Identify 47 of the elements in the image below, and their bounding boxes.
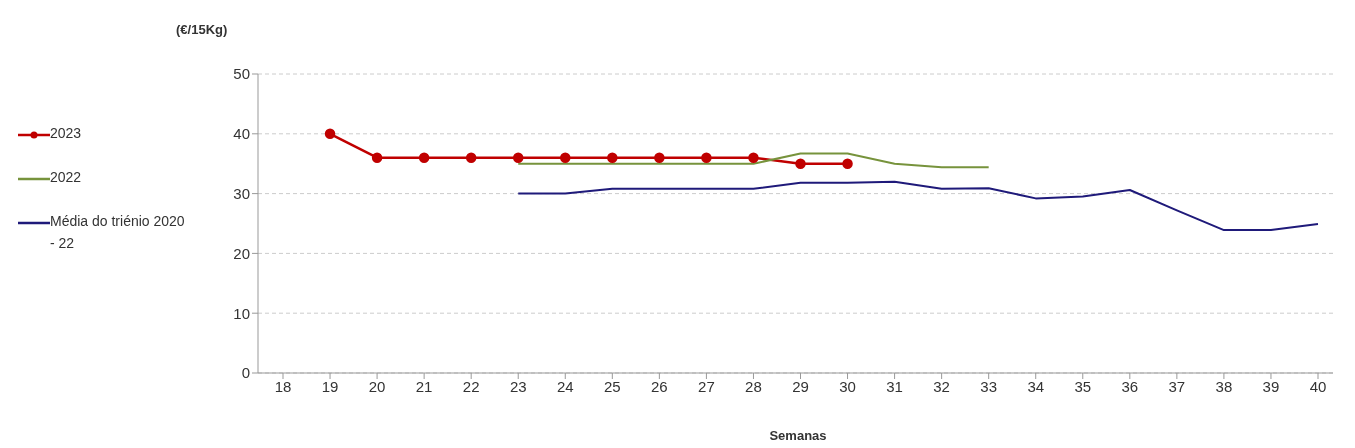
x-tick-label: 32 [933, 377, 950, 395]
point [512, 152, 524, 163]
legend-label: 2023 [50, 124, 83, 143]
x-tick-label: 36 [1121, 377, 1139, 395]
x-tick-label: 31 [886, 377, 903, 395]
x-tick-label: 26 [651, 377, 668, 395]
point [842, 158, 853, 169]
y-axis-title: (€/15Kg) [176, 22, 228, 37]
y-tick-label: 30 [233, 184, 250, 202]
point [418, 152, 430, 163]
point [607, 152, 618, 163]
y-tick-label: 40 [233, 125, 250, 143]
x-tick-label: 30 [839, 377, 856, 395]
x-tick-label: 21 [415, 377, 433, 395]
legend-label: 2022 [50, 168, 83, 187]
y-tick-label: 0 [241, 364, 250, 382]
x-tick-label: 34 [1027, 377, 1045, 395]
x-tick-label: 23 [509, 377, 527, 395]
x-tick-label: 19 [321, 377, 339, 395]
y-tick-label: 10 [233, 304, 250, 322]
x-tick-label: 33 [980, 377, 998, 395]
point [748, 152, 759, 163]
x-axis-title: Semanas [769, 428, 827, 443]
x-tick-label: 22 [462, 377, 480, 395]
point [701, 152, 712, 163]
legend-label: Média do triénio 2020 - 22 [50, 212, 186, 253]
x-tick-label: 27 [698, 377, 715, 395]
x-tick-label: 35 [1074, 377, 1092, 395]
x-tick-label: 24 [556, 377, 574, 395]
line-series [517, 180, 1319, 232]
y-tick-label: 50 [233, 65, 250, 83]
point [560, 152, 571, 163]
point [324, 128, 336, 140]
x-tick-label: 37 [1168, 377, 1186, 395]
x-tick-label: 29 [792, 377, 809, 395]
x-tick-label: 20 [368, 377, 386, 395]
point [654, 152, 665, 163]
x-tick-label: 28 [745, 377, 762, 395]
point [795, 158, 806, 169]
x-tick-label: 39 [1262, 377, 1280, 395]
x-tick-label: 18 [274, 377, 292, 395]
point [371, 152, 383, 163]
y-tick-label: 20 [233, 244, 250, 262]
x-tick-label: 38 [1215, 377, 1233, 395]
x-tick-label: 25 [603, 377, 621, 395]
x-tick-label: 40 [1309, 377, 1327, 395]
point [465, 152, 477, 163]
